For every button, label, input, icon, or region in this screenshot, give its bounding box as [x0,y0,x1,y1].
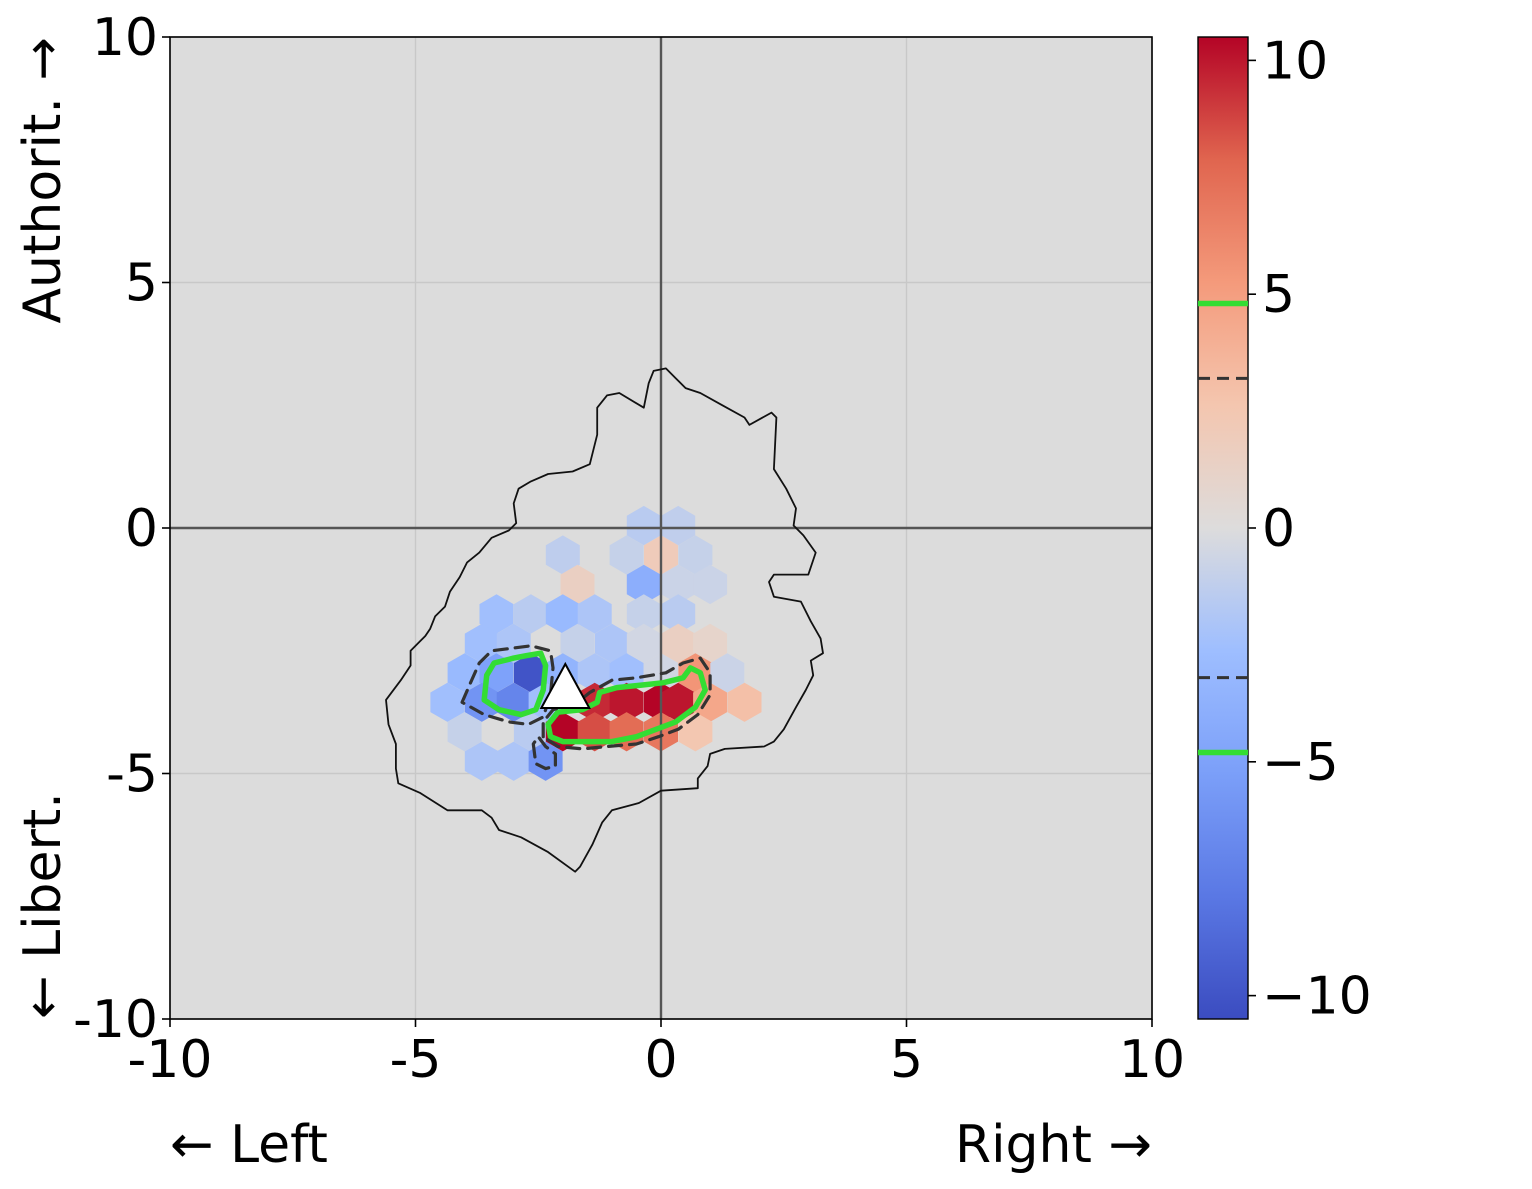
hex-cell [661,594,696,634]
zero-lines [170,37,1152,1019]
x-ticks: -10 -5 0 5 10 [128,1019,1185,1090]
outline-path [385,367,824,873]
y-label-top: Authorit. → [13,37,73,324]
y-ticks: -10 -5 0 5 10 [73,8,170,1050]
colorbar-tick-label: 0 [1262,499,1295,559]
hex-cell [693,564,728,605]
x-tick-label: 10 [1119,1030,1185,1090]
hex-cell [430,682,465,722]
hex-cell [661,564,696,605]
hex-cell [577,653,612,693]
colorbar-level-lines [1198,300,1248,756]
hex-cell [609,535,644,575]
contour-dashed [460,644,555,726]
hex-cell [727,682,762,722]
hex-cell [513,594,548,634]
hex-cell [678,535,713,575]
hex-cell [560,623,595,663]
contour-dashed [531,735,557,771]
colorbar-tick-label: −10 [1262,967,1372,1027]
hex-cell [626,505,661,546]
hex-cell [545,594,580,634]
hex-cell [626,594,661,634]
hex-cell [560,564,595,605]
hex-cell [496,741,531,781]
y-label-bottom: ← Libert. [13,792,73,1019]
hex-cell [661,623,696,663]
hex-cell [479,594,514,634]
hex-cell [577,594,612,634]
hex-cell [513,653,548,693]
hex-cell [661,505,696,546]
hex-cell [464,623,499,663]
hex-cell [464,682,499,722]
x-label-right: Right → [955,1115,1152,1175]
y-tick-label: 0 [125,499,158,559]
y-tick-label: -5 [106,745,158,805]
x-tick-label: -5 [390,1030,442,1090]
distribution-outline [385,367,824,873]
y-tick-label: 10 [92,8,158,68]
x-tick-label: -10 [128,1030,213,1090]
position-marker [539,661,591,709]
y-tick-label: 5 [125,254,158,314]
colorbar-ticks: 10 5 0 −5 −10 [1248,31,1372,1027]
hex-cell [626,564,661,605]
hex-cell [609,682,644,722]
hex-cell [693,623,728,663]
hex-cell [710,653,745,693]
contour-dashed [541,656,712,751]
marker-layer [539,661,591,709]
colorbar-tick-label: 5 [1262,265,1295,325]
hex-layer [430,505,762,781]
hex-cell [447,712,482,752]
hex-cell [513,712,548,752]
colorbar [1197,36,1249,1020]
hex-cell [626,623,661,663]
hex-cell [609,653,644,693]
hex-cell [496,623,531,663]
hex-cell [545,535,580,575]
hex-cell [594,623,629,663]
contour-solid [481,650,549,718]
colorbar-tick-label: 10 [1262,31,1328,91]
y-tick-label: -10 [73,990,158,1050]
x-tick-label: 5 [890,1030,923,1090]
x-tick-label: 0 [644,1030,677,1090]
hex-cell [464,741,499,781]
hex-cell [447,653,482,693]
colorbar-tick-label: −5 [1262,733,1339,793]
x-label-left: ← Left [170,1115,328,1175]
